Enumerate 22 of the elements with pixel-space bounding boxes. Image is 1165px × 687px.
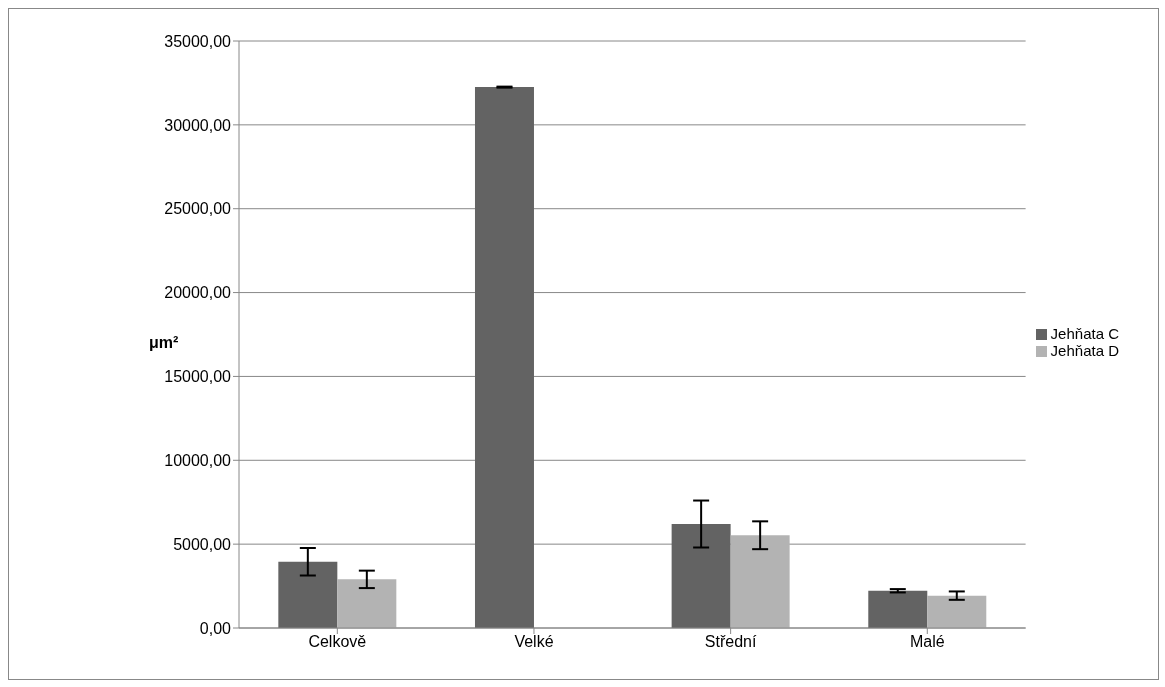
bar [671, 524, 731, 628]
y-axis-title: μm² [149, 334, 179, 352]
legend-label: Jehňata D [1050, 341, 1119, 359]
x-tick-label: Celkově [308, 633, 367, 651]
y-tick-label: 0,00 [199, 619, 232, 637]
x-tick-label: Velké [514, 633, 554, 651]
bar [730, 535, 790, 628]
bar [474, 87, 534, 628]
y-tick-label: 15000,00 [164, 368, 232, 386]
y-tick-label: 10000,00 [164, 451, 232, 469]
bar [868, 590, 928, 628]
x-tick-label: Střední [704, 633, 757, 651]
y-tick-label: 5000,00 [173, 535, 232, 553]
y-tick-label: 20000,00 [164, 284, 232, 302]
bar [278, 561, 338, 628]
y-tick-label: 25000,00 [164, 200, 232, 218]
legend-label: Jehňata C [1050, 324, 1119, 342]
y-tick-label: 35000,00 [164, 32, 232, 50]
y-tick-label: 30000,00 [164, 116, 232, 134]
bar [337, 579, 397, 628]
bar [927, 595, 987, 628]
x-tick-label: Malé [909, 633, 945, 651]
